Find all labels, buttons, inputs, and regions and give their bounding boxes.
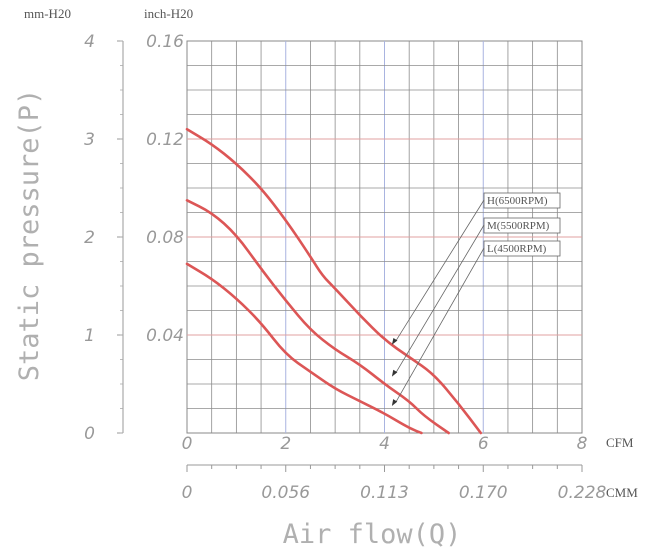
x-tick-label-cfm: 6 (478, 434, 489, 454)
x-axis-title: Air flow(Q) (283, 519, 462, 550)
callout-arrow-0 (391, 337, 398, 345)
x-tick-label-cmm: 0 (182, 483, 193, 503)
callout-label-1: M(5500RPM) (487, 220, 550, 232)
callout-leader-0 (395, 199, 485, 342)
x-tick-label-cmm: 0.170 (459, 483, 508, 503)
unit-label-mm: mm-H20 (24, 6, 71, 21)
series-line-1 (185, 199, 450, 435)
x-tick-label-cmm: 0.113 (360, 483, 409, 503)
y-tick-label-inch: 0.12 (146, 130, 184, 150)
callout-label-0: H(6500RPM) (487, 195, 548, 207)
callout-arrow-2 (391, 399, 398, 407)
grid-layer (186, 40, 583, 434)
x-tick-label-cfm: 0 (182, 434, 193, 454)
unit-label-cmm: CMM (606, 485, 638, 500)
callout-label-2: L(4500RPM) (487, 243, 547, 255)
callout-leader-2 (395, 247, 485, 403)
ticks-layer: 4 3 2 1 0 0.16 0.12 0.08 0.04 0 2 4 6 8 0 0.056 0.113 0.1… (84, 32, 606, 503)
curves-layer (185, 127, 483, 435)
y-tick-label-inch: 0.04 (146, 326, 184, 346)
x-tick-label-cfm: 8 (577, 434, 588, 454)
callout-arrow-1 (391, 369, 398, 377)
y-tick-label-inch: 0.08 (146, 228, 184, 248)
x-tick-label-cfm: 4 (379, 434, 390, 454)
unit-label-inch: inch-H20 (144, 6, 193, 21)
y-tick-label-inch: 0.16 (146, 32, 184, 52)
series-line-0 (185, 127, 483, 435)
y-tick-label-mm: 2 (84, 228, 95, 248)
x-tick-label-cfm: 2 (280, 434, 291, 454)
callouts-layer: H(6500RPM) M(5500RPM) L(4500RPM) (391, 192, 561, 407)
callout-leader-1 (395, 224, 485, 373)
y-tick-label-mm: 1 (84, 326, 95, 346)
y-tick-label-mm: 4 (84, 32, 95, 52)
y-tick-label-mm: 3 (84, 130, 95, 150)
y-tick-label-mm: 0 (84, 424, 95, 444)
y-axis-title: Static pressure(P) (14, 89, 45, 382)
series-line-2 (185, 262, 423, 435)
unit-label-cfm: CFM (606, 435, 634, 450)
x-tick-label-cmm: 0.056 (261, 483, 310, 503)
x-tick-label-cmm: 0.228 (558, 483, 607, 503)
